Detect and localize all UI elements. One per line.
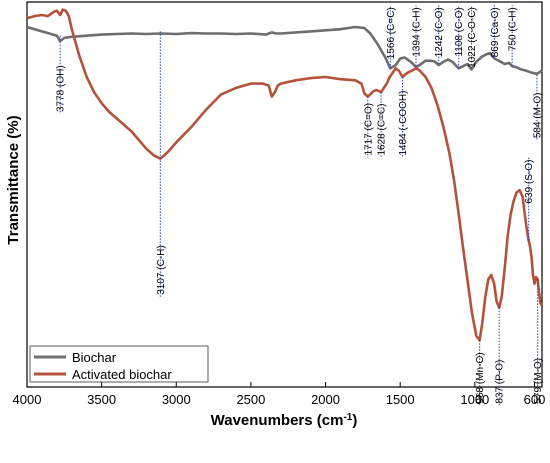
annotation-14: 837 (P-O) [495,307,506,406]
annotation-label: 968 (Mn-O) [475,352,486,403]
annotation-0: 3778 (OH) [56,35,67,115]
series-layer [26,8,544,342]
x-tick-label: 4000 [13,392,42,407]
annotation-5: 1566 (C=C) [386,5,397,69]
x-axis-title-main: Wavenumbers (cm [211,412,344,429]
x-axis-title-sup: -1 [343,412,352,423]
annotation-label: 584 (M-O) [532,93,543,139]
x-axis: 4000 3500 3000 2500 2000 1500 1000 600 [13,382,546,407]
annotation-6: 1394 (C-H) [412,5,423,67]
annotation-11: 750 (C-H) [508,5,519,67]
x-tick-label: 3000 [162,392,191,407]
annotation-10: 869 (Ca-O) [490,5,501,58]
annotation-label: 579 (M-O) [533,358,544,404]
annotation-3: 1628 (C=C) [377,92,388,158]
annotation-label: 1108 (C-O) [454,7,465,56]
annotation-label: 1628 (C=C) [377,104,388,156]
x-tick-label: 1000 [460,392,489,407]
annotation-label: 1717 (C=O) [363,103,374,156]
annotation-4: 1484 (-COOH) [398,77,409,158]
legend-label-biochar: Biochar [72,350,117,365]
annotation-label: 1484 (-COOH) [398,91,409,156]
x-tick-label: 1500 [386,392,415,407]
annotation-label: 3778 (OH) [56,65,67,112]
legend: Biochar Activated biochar [29,345,209,383]
annotation-label: 3107 (C-H) [156,245,167,294]
annotation-label: 639 (S-O) [524,160,535,204]
y-axis-title: Transmittance (%) [5,115,22,244]
annotation-label: 869 (Ca-O) [490,7,501,57]
annotation-7: 1242 (C-O) [434,5,445,64]
annotation-9: 1022 (C-O-C) [467,5,478,69]
annotation-2: 1717 (C=O) [363,96,374,158]
annotation-13: 968 (Mn-O) [475,340,486,406]
legend-label-activated-biochar: Activated biochar [72,367,172,382]
series-line-activated-biochar [26,8,544,342]
x-tick-label: 2500 [236,392,265,407]
x-tick-label: 3500 [87,392,116,407]
annotation-12: 584 (M-O) [532,74,543,141]
annotation-16: 579 (M-O) [533,279,544,406]
x-axis-title: Wavenumbers (cm-1) [211,412,358,429]
annotation-label: 750 (C-H) [508,7,519,51]
annotation-label: 837 (P-O) [495,360,506,404]
annotation-layer: 3778 (OH) 3107 (C-H) 1717 (C=O) 1628 (C=C) 1… [56,5,544,406]
annotation-1: 3107 (C-H) [156,31,167,297]
annotation-15: 639 (S-O) [524,157,535,241]
annotation-label: 1022 (C-O-C) [467,7,478,68]
annotation-label: 1566 (C=C) [386,7,397,59]
annotation-label: 1242 (C-O) [434,7,445,57]
annotation-8: 1108 (C-O) [454,5,465,69]
series-line-biochar [26,25,543,76]
x-tick-label: 2000 [311,392,340,407]
plot-frame [26,1,543,388]
annotation-label: 1394 (C-H) [412,7,423,56]
x-tick-label: 600 [524,392,546,407]
legend-box [29,345,209,383]
x-axis-title-end: ) [352,412,357,429]
